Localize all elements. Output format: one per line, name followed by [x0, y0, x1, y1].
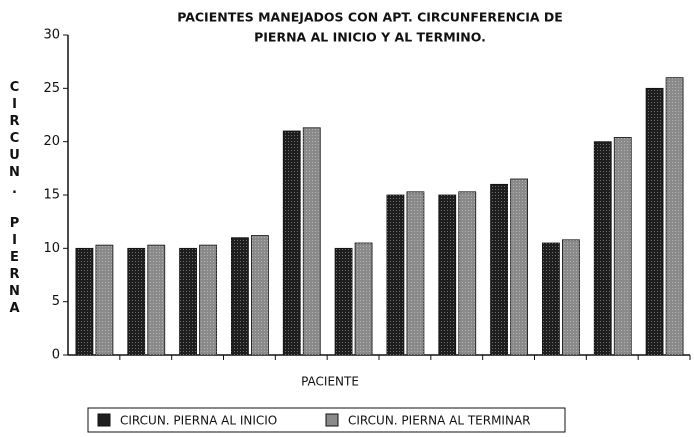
legend-swatch: [97, 413, 111, 427]
y-tick-label: 30: [43, 28, 60, 43]
bar-texture: [542, 243, 560, 355]
bar-texture: [510, 179, 528, 355]
legend-label: CIRCUN. PIERNA AL TERMINAR: [348, 414, 531, 428]
bar-texture: [438, 195, 456, 355]
bar-texture: [335, 248, 353, 355]
bar-texture: [406, 191, 424, 355]
bar-texture: [251, 235, 269, 355]
y-tick-label: 0: [52, 348, 60, 363]
y-axis-label: CIRCUN. PIERNA: [7, 80, 22, 318]
bar-texture: [386, 195, 404, 355]
bar-texture: [95, 245, 113, 355]
x-axis-label: PACIENTE: [301, 375, 359, 389]
bar-texture: [127, 248, 145, 355]
bar-texture: [199, 245, 217, 355]
y-tick-label: 15: [43, 188, 60, 203]
y-tick-label: 10: [43, 241, 60, 256]
bar-texture: [646, 88, 664, 355]
bar-texture: [562, 239, 580, 355]
bar-texture: [490, 184, 508, 355]
bar-texture: [231, 237, 249, 355]
chart-title: PACIENTES MANEJADOS CON APT. CIRCUNFEREN…: [177, 10, 563, 25]
legend-box: [87, 407, 566, 433]
legend-swatch: [325, 413, 339, 427]
bar-texture: [355, 243, 373, 355]
bar-texture: [75, 248, 93, 355]
y-tick-label: 25: [43, 81, 60, 96]
bar-texture: [303, 127, 321, 355]
chart-title: PIERNA AL INICIO Y AL TERMINO.: [254, 30, 486, 45]
bar-texture: [458, 191, 476, 355]
bar-texture: [147, 245, 165, 355]
bar-texture: [179, 248, 197, 355]
bar-texture: [594, 141, 612, 355]
legend-label: CIRCUN. PIERNA AL INICIO: [120, 414, 277, 428]
y-tick-label: 20: [43, 134, 60, 149]
y-tick-label: 5: [52, 294, 60, 309]
bar-texture: [666, 77, 684, 356]
bar-texture: [283, 131, 301, 355]
bar-texture: [614, 137, 632, 355]
